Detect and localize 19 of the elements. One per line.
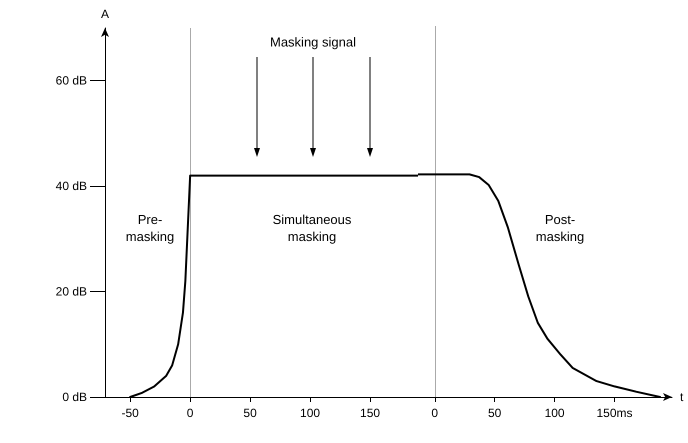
x-tick-label: 100 [300, 406, 320, 420]
y-tick-label: 40 dB [56, 179, 87, 194]
x-tick-label: 100 [544, 406, 565, 420]
x-tick-label: 0 [431, 406, 438, 420]
x-tick-label: 150 [360, 406, 380, 420]
x-tick-label: 50 [243, 406, 258, 420]
x-axis-title: t [680, 390, 684, 404]
x-tick-label: -50 [122, 406, 140, 420]
x-tick-label: 50 [488, 406, 502, 420]
annotation: Simultaneous masking [272, 212, 352, 244]
annotation: Post- masking [536, 212, 584, 244]
y-tick-label: 0 dB [62, 390, 87, 404]
annotation: Masking signal [270, 34, 356, 50]
y-tick-label: 20 dB [56, 284, 87, 299]
annotation: Pre- masking [126, 212, 174, 244]
y-axis-title: A [100, 7, 110, 21]
x-tick-label: 0 [186, 406, 194, 420]
x-tick-label: 150ms [596, 406, 633, 420]
y-tick-label: 60 dB [56, 74, 87, 88]
